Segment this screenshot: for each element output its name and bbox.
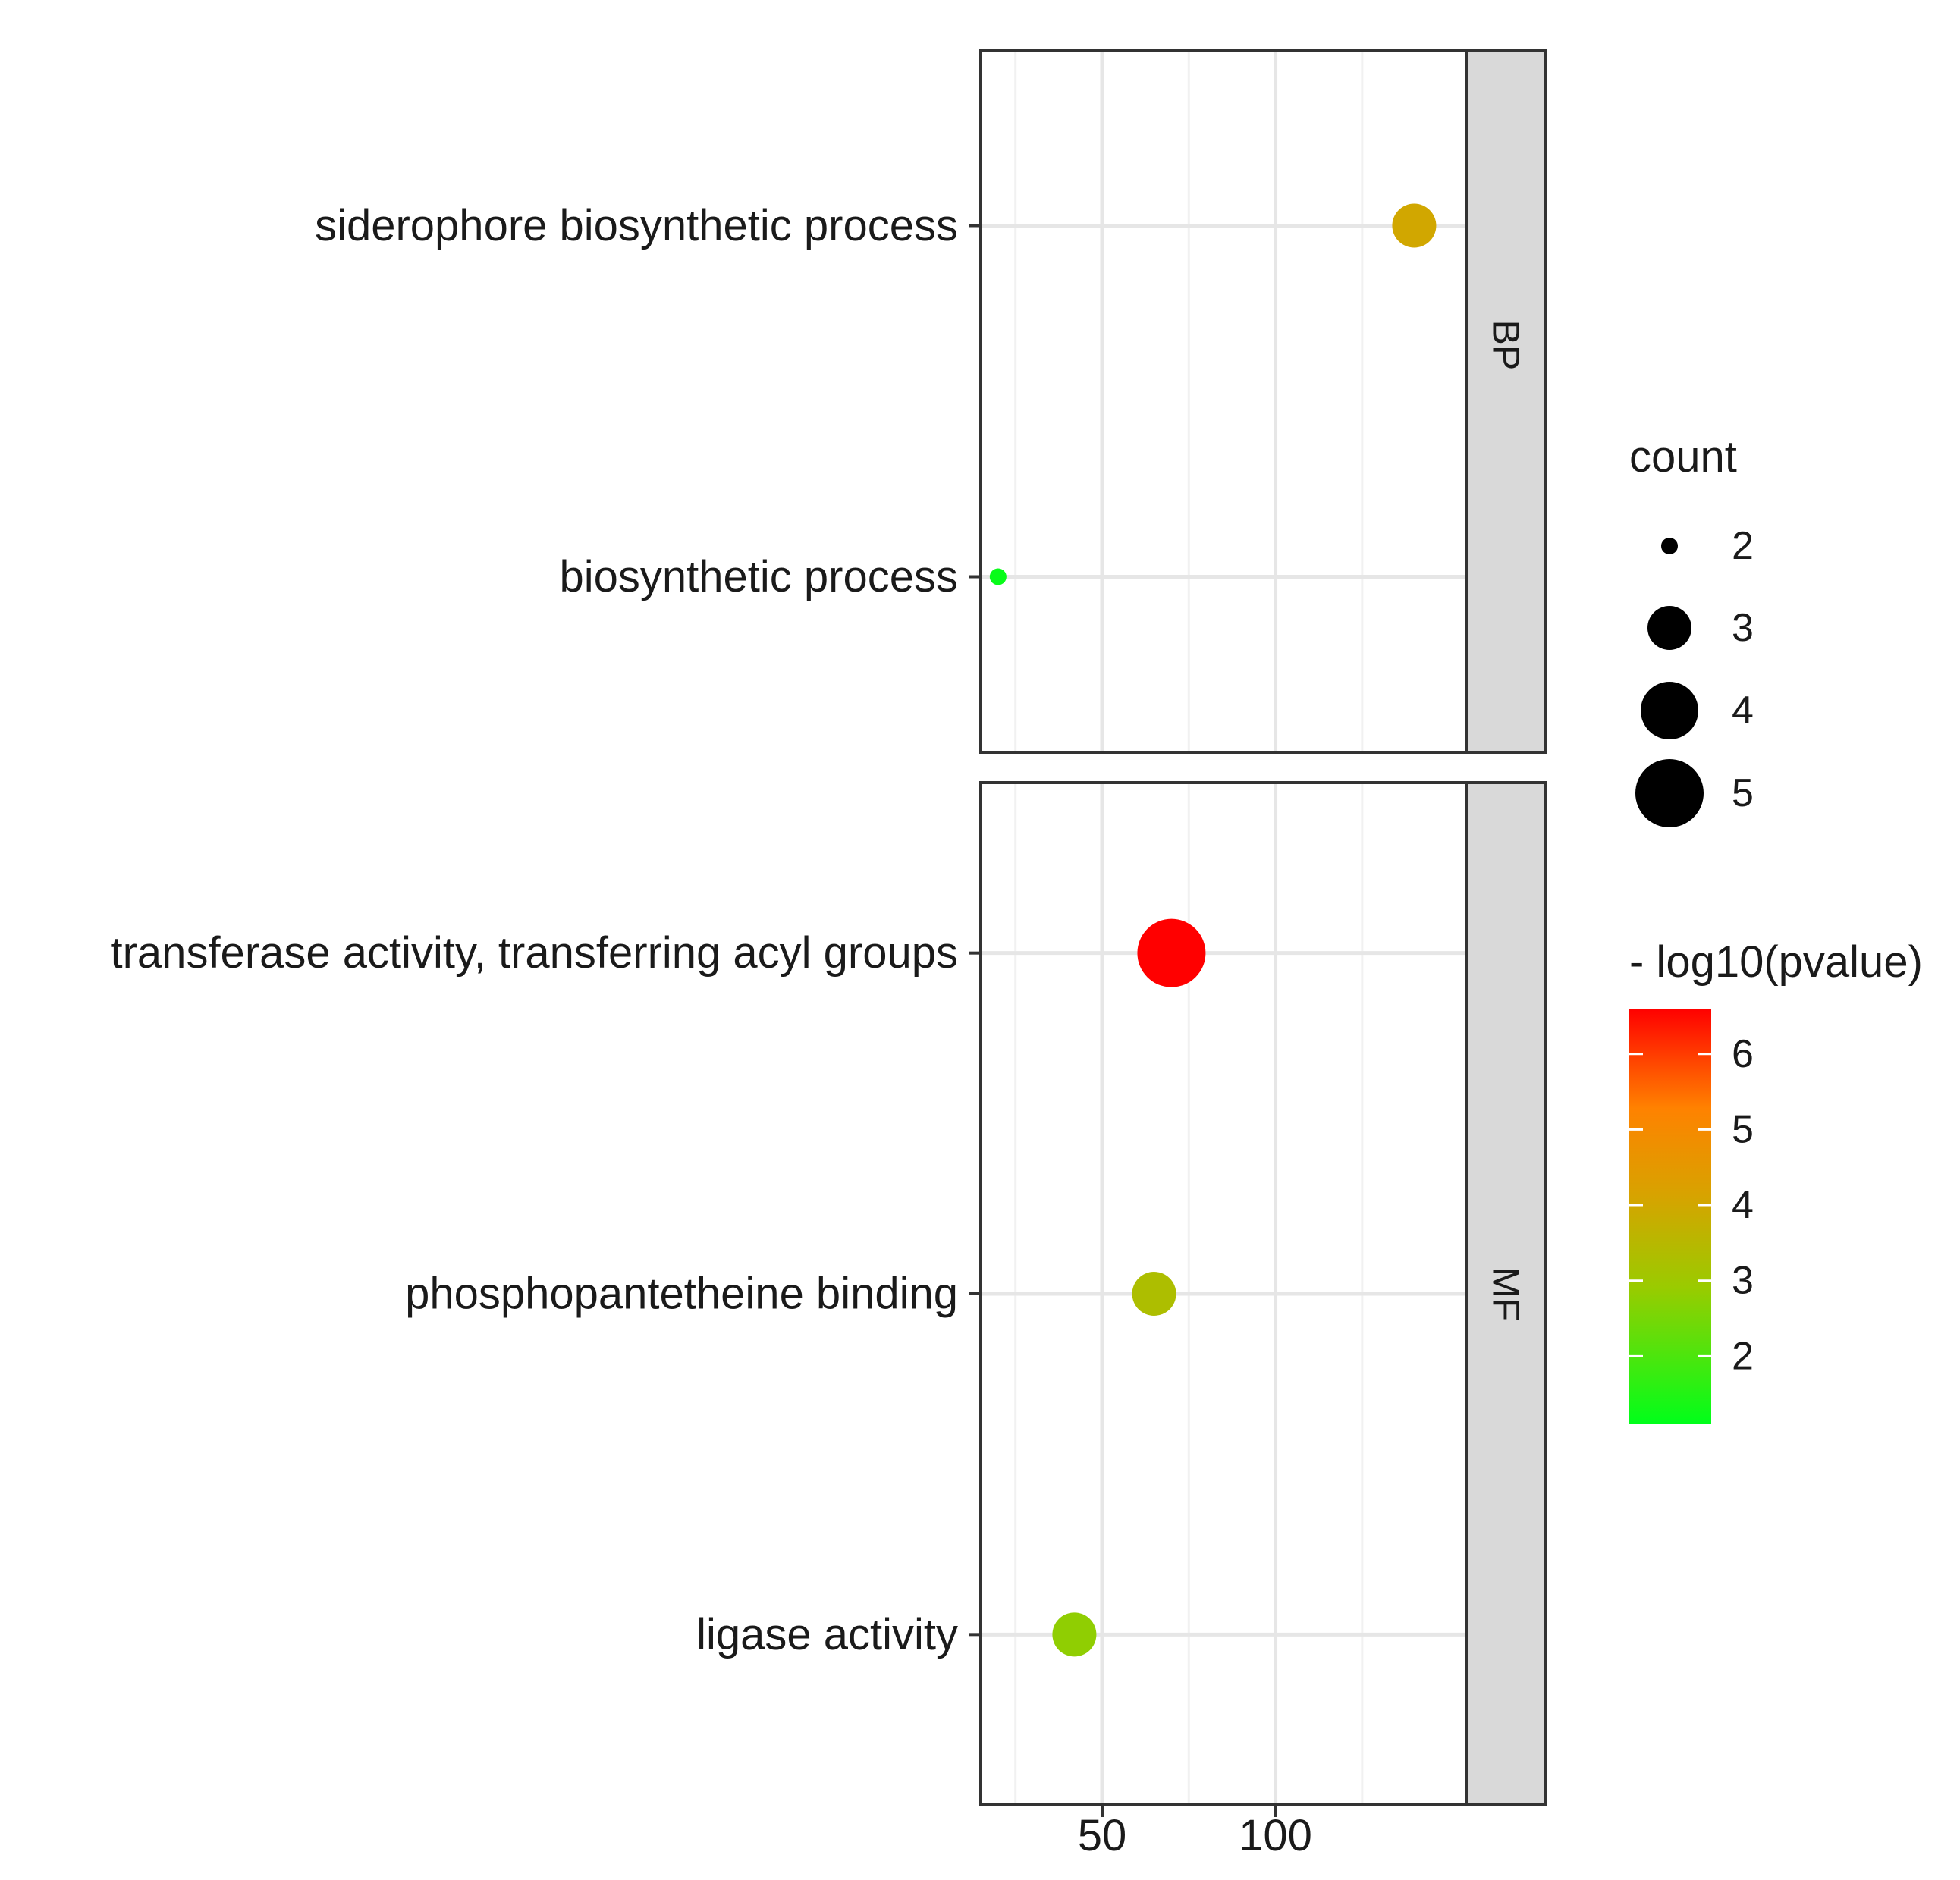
count-legend-key (1641, 682, 1698, 739)
colorbar-label: 6 (1732, 1032, 1754, 1076)
pvalue-colorbar (1629, 1009, 1711, 1424)
pvalue-colorbar-legend: - log10(pvalue) 6 5 4 3 2 (1629, 937, 1923, 1424)
count-legend-title: count (1629, 432, 1737, 482)
count-legend: count 2 3 4 5 (1629, 432, 1754, 827)
facet-strip-label: BP (1485, 320, 1528, 371)
facet-strip (1465, 781, 1547, 1806)
count-legend-label: 3 (1732, 606, 1754, 650)
count-legend-label: 2 (1732, 524, 1754, 568)
data-point (1132, 1272, 1176, 1316)
y-tick-label: biosynthetic process (560, 552, 958, 601)
count-legend-key (1635, 759, 1704, 827)
data-point (989, 568, 1007, 585)
x-axis: 50 100 (1078, 1805, 1312, 1860)
facet-panel-mf: transferase activity, transferring acyl … (111, 781, 1547, 1806)
x-tick-label: 50 (1078, 1811, 1127, 1860)
count-legend-key (1661, 538, 1678, 554)
colorbar-label: 2 (1732, 1334, 1754, 1378)
facet-panel-bp: siderophore biosynthetic process biosynth… (315, 49, 1547, 754)
y-tick-label: transferase activity, transferring acyl … (111, 928, 959, 978)
x-tick-label: 100 (1239, 1811, 1312, 1860)
facet-panels: siderophore biosynthetic process biosynth… (111, 49, 1547, 1806)
pvalue-legend-title: - log10(pvalue) (1629, 937, 1923, 987)
count-legend-label: 4 (1732, 689, 1754, 733)
data-point (1392, 203, 1437, 248)
data-point (1052, 1612, 1097, 1657)
y-tick-label: siderophore biosynthetic process (315, 201, 958, 250)
colorbar-label: 4 (1732, 1183, 1754, 1227)
count-legend-key (1647, 606, 1691, 650)
panel-background (981, 50, 1466, 752)
data-point (1137, 918, 1206, 987)
facet-strip-label: MF (1485, 1266, 1528, 1321)
count-legend-label: 5 (1732, 771, 1754, 815)
colorbar-label: 3 (1732, 1259, 1754, 1303)
y-tick-label: ligase activity (696, 1610, 958, 1659)
y-tick-label: phosphopantetheine binding (405, 1270, 958, 1319)
colorbar-label: 5 (1732, 1107, 1754, 1151)
facet-strip (1465, 49, 1547, 754)
